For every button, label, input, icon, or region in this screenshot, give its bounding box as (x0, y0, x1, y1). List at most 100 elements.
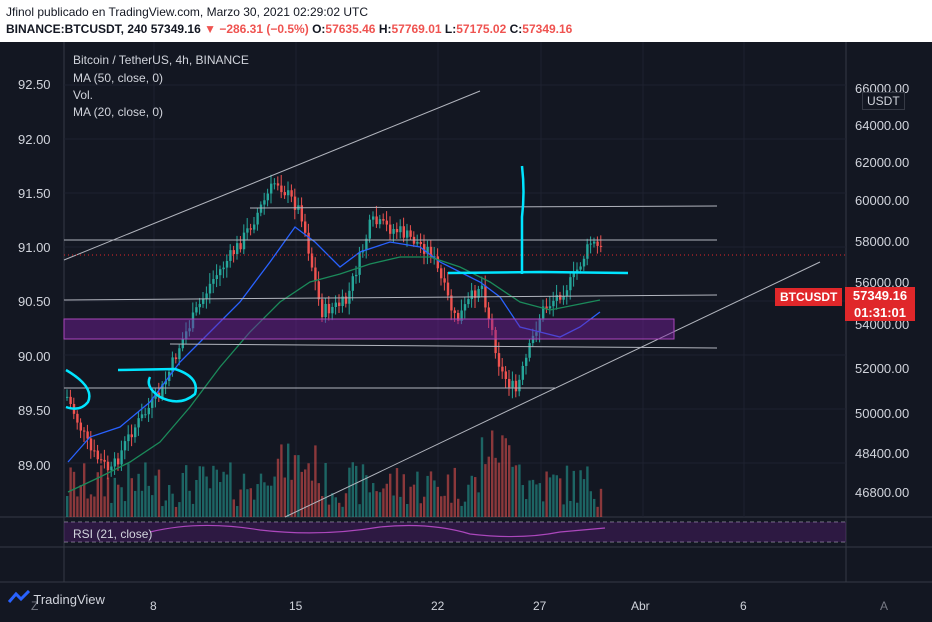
price-tag-value: 57349.16 (852, 288, 908, 303)
upper-channel-line[interactable] (63, 90, 481, 261)
candle-body (334, 302, 337, 307)
candle-body (198, 303, 201, 308)
left-tick: 91.00 (18, 240, 51, 255)
right-tick: 60000.00 (855, 193, 910, 208)
candle-body (249, 228, 252, 230)
volume-bar (113, 477, 116, 517)
currency-label[interactable]: USDT (862, 92, 905, 110)
candle-body (419, 242, 422, 245)
volume-bar (246, 489, 249, 517)
volume-bar (463, 501, 467, 517)
volume-bar (589, 491, 592, 517)
volume-bar (130, 478, 133, 517)
candle-body (565, 290, 569, 297)
volume-bar (514, 465, 518, 517)
candle-body (219, 269, 222, 276)
legend-ma50[interactable]: MA (50, close, 0) (73, 71, 164, 85)
candle-body (123, 441, 127, 451)
legend-rsi[interactable]: RSI (21, close) (73, 527, 153, 541)
candle-body (147, 407, 150, 415)
high-label: H: (378, 22, 392, 36)
volume-bar (528, 480, 531, 517)
cyan-drawing-right[interactable] (447, 165, 629, 275)
volume-bar (582, 479, 586, 517)
candle-body (321, 299, 324, 318)
volume-bar (562, 504, 565, 517)
volume-bar (225, 474, 229, 517)
candle-body (69, 396, 72, 404)
candle-body (130, 434, 133, 438)
candle-body (593, 241, 596, 244)
legend-vol[interactable]: Vol. (73, 88, 94, 102)
x-tick: 22 (431, 599, 445, 613)
volume-bar (460, 505, 463, 517)
tradingview-logo[interactable]: TradingView (7, 589, 105, 607)
candle-body (351, 276, 354, 291)
candle-body (154, 392, 157, 399)
legend-title[interactable]: Bitcoin / TetherUS, 4h, BINANCE (73, 53, 249, 67)
volume-bar (385, 483, 388, 517)
volume-bar (504, 438, 507, 517)
cyan-drawing-left[interactable] (65, 368, 91, 410)
volume-bar (212, 465, 215, 517)
rsi-band (64, 522, 846, 542)
ma50-line (67, 256, 601, 493)
candle-body (348, 290, 351, 304)
chart-canvas[interactable] (0, 42, 932, 617)
volume-bar (110, 502, 113, 517)
price-tag-countdown: 01:31:01 (853, 305, 907, 320)
candle-body (436, 256, 439, 269)
candle-body (174, 357, 178, 360)
candle-body (86, 431, 89, 439)
candle-body (446, 282, 450, 296)
volume-bar (382, 488, 385, 517)
volume-bar (117, 484, 120, 517)
candle-body (215, 275, 218, 280)
volume-bar (280, 444, 283, 517)
candle-body (463, 304, 467, 311)
left-tick: 92.00 (18, 132, 51, 147)
volume-bar (259, 473, 263, 517)
volume-bar (389, 473, 392, 517)
candle-body (290, 190, 293, 197)
candle-body (76, 413, 79, 423)
hline-3[interactable] (63, 294, 718, 301)
candle-body (113, 458, 116, 467)
volume-bar (188, 490, 191, 517)
candle-body (161, 384, 164, 398)
last-price: 57349.16 (150, 22, 201, 36)
symbol: BINANCE:BTCUSDT, 240 (6, 22, 148, 36)
right-tick: 50000.00 (855, 406, 910, 421)
volume-bar (219, 482, 222, 517)
candle-body (79, 422, 82, 431)
chart-header: Jfinol publicado en TradingView.com, Mar… (0, 0, 932, 42)
volume-bar (310, 480, 314, 517)
volume-bar (178, 502, 181, 517)
candle-body (406, 230, 409, 238)
volume-bar (144, 462, 147, 517)
price-tag: 57349.16 01:31:01 (845, 287, 915, 321)
volume-bar (202, 466, 205, 517)
x-tick: 15 (289, 599, 303, 613)
volume-bar (147, 485, 150, 517)
volume-bar (402, 474, 405, 517)
chart-area[interactable]: 92.50 92.00 91.50 91.00 90.50 90.00 89.5… (0, 42, 932, 617)
support-zone[interactable] (63, 318, 675, 340)
volume-bar (137, 473, 140, 517)
candle-body (443, 278, 446, 283)
hline-1[interactable] (249, 205, 718, 209)
volume-bar (355, 465, 358, 517)
legend-ma20[interactable]: MA (20, close, 0) (73, 105, 164, 119)
lower-channel-line[interactable] (284, 261, 821, 518)
candle-body (586, 244, 589, 259)
volume-bar (151, 495, 154, 517)
candle-body (310, 253, 314, 268)
candle-body (494, 329, 497, 354)
volume-bar (399, 496, 402, 517)
cyan-drawing-mid[interactable] (117, 367, 198, 403)
candle-body (263, 200, 266, 205)
hline-4[interactable] (169, 343, 718, 349)
candle-body (137, 418, 140, 428)
candle-body (331, 306, 334, 314)
candle-body (293, 196, 297, 210)
